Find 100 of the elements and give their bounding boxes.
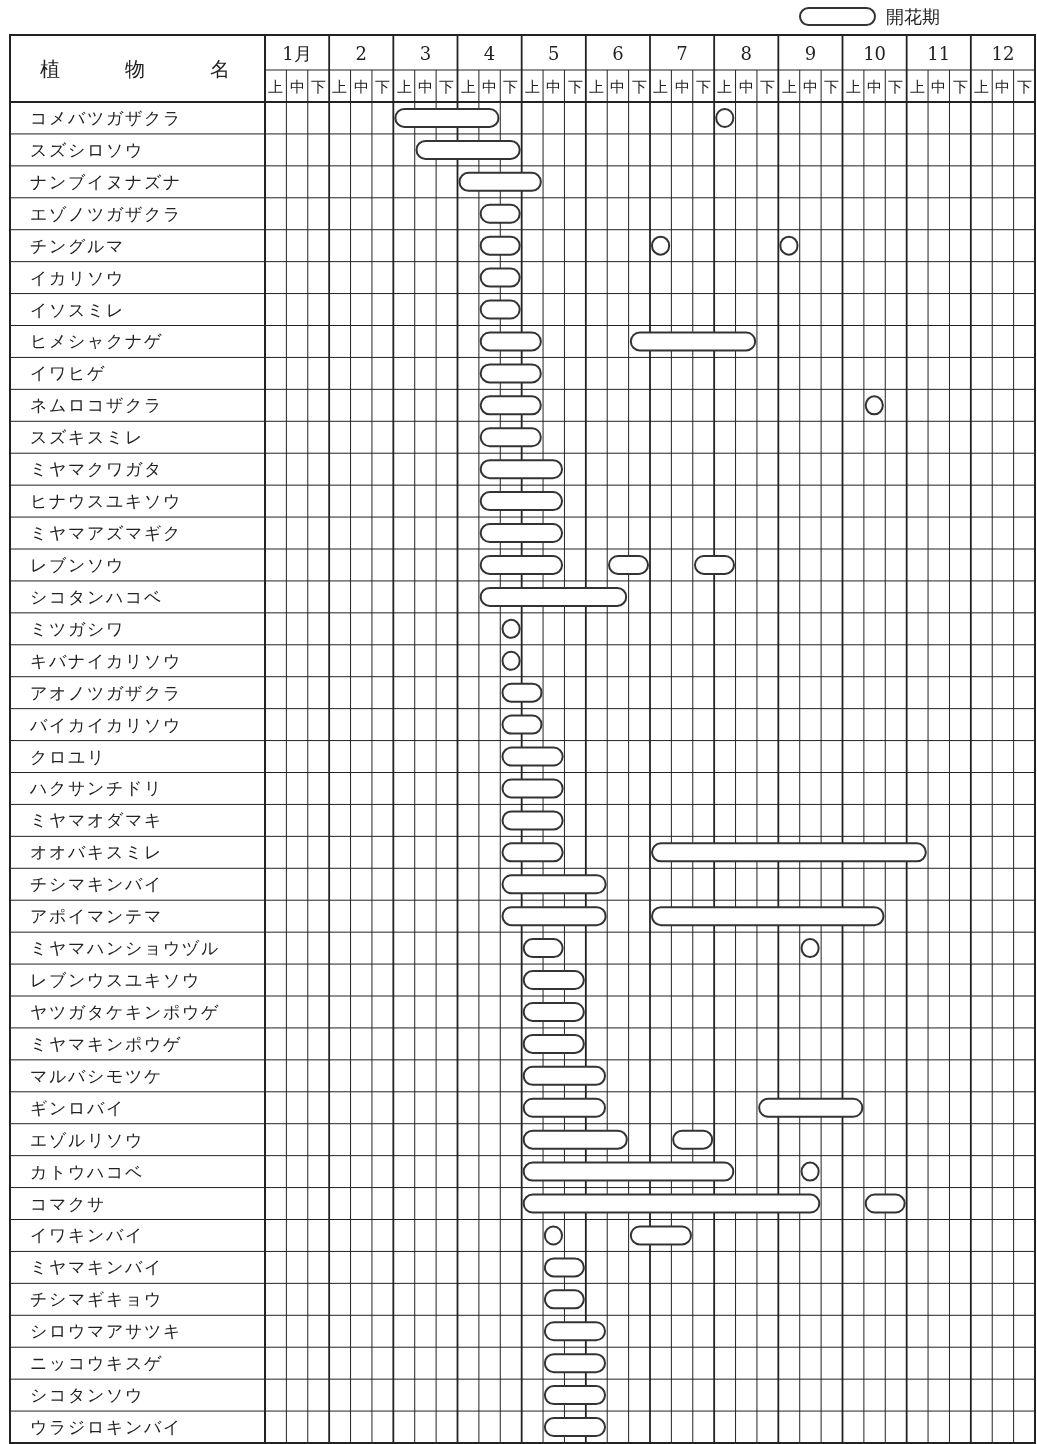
bar (651, 842, 927, 863)
bar (522, 1097, 607, 1118)
y-tick-label: ヒメシャクナゲ (30, 331, 163, 352)
y-tick-label: ウラジロキンバイ (30, 1417, 182, 1438)
y-tick-label: チシマキンバイ (30, 874, 163, 895)
y-tick-label: カトウハコベ (30, 1161, 144, 1182)
y-tick-label: ミヤマキンバイ (30, 1257, 163, 1278)
x-tick-label: 11 (927, 42, 951, 64)
y-tick-label: ハクサンチドリ (29, 778, 163, 799)
y-tick-label: シロウマアサツキ (30, 1321, 182, 1342)
y-tick-label: クロユリ (30, 746, 106, 767)
y-tick-label: ミヤマオダマキ (30, 810, 163, 831)
annotation: 下 (439, 78, 455, 96)
bar (501, 906, 607, 927)
annotation: 中 (546, 78, 562, 96)
bar (479, 331, 542, 352)
annotation: 中 (289, 78, 305, 96)
annotation: 上 (653, 78, 669, 96)
x-tick-label: 3 (419, 42, 432, 64)
bar (758, 1097, 864, 1118)
y-tick-label: ミヤマハンショウヅル (30, 938, 220, 959)
y-tick-label: チシマギキョウ (30, 1289, 163, 1310)
y-tick-label: ギンロバイ (30, 1097, 125, 1118)
annotation: 中 (353, 78, 369, 96)
annotation: 下 (695, 78, 711, 96)
bar (479, 427, 542, 448)
bar (543, 1417, 607, 1438)
annotation: 中 (867, 78, 883, 96)
bar (479, 459, 564, 480)
annotation: 上 (268, 78, 284, 96)
annotation: 上 (781, 78, 797, 96)
y-tick-label: イワキンバイ (30, 1225, 144, 1246)
y-tick-label: レブンソウ (30, 554, 125, 575)
bar (651, 906, 885, 927)
annotation: 上 (589, 78, 605, 96)
bar (501, 746, 564, 767)
bar (629, 1225, 692, 1246)
bar (415, 139, 521, 160)
bar (522, 970, 585, 991)
y-tick-label: レブンウスユキソウ (30, 970, 201, 991)
legend-label: 開花期 (886, 6, 940, 27)
bar (501, 842, 564, 863)
y-tick-label: スズキスミレ (30, 427, 144, 448)
y-tick-label: マルバシモツケ (30, 1065, 163, 1086)
annotation: 上 (332, 78, 348, 96)
bar (479, 554, 564, 575)
annotation: 中 (802, 78, 818, 96)
annotation: 上 (845, 78, 861, 96)
y-tick-label: ミヤマクワガタ (30, 459, 163, 480)
annotation: 下 (631, 78, 647, 96)
annotation: 中 (417, 78, 433, 96)
annotation: 下 (567, 78, 583, 96)
bar (522, 1193, 821, 1214)
x-tick-label: 1月 (282, 42, 312, 64)
annotation: 下 (503, 78, 519, 96)
bar (543, 1353, 607, 1374)
y-tick-label: アポイマンテマ (30, 906, 163, 927)
annotation: 下 (760, 78, 776, 96)
annotation: 上 (460, 78, 476, 96)
x-tick-label: 12 (991, 42, 1015, 64)
y-tick-label: ニッコウキスゲ (30, 1353, 163, 1374)
bar (543, 1385, 607, 1406)
bar (501, 810, 564, 831)
bar (479, 586, 628, 607)
y-tick-label: チングルマ (30, 235, 125, 256)
y-tick-label: バイカイカリソウ (29, 714, 182, 735)
y-tick-label: ミヤマキンポウゲ (30, 1033, 182, 1054)
annotation: 中 (674, 78, 690, 96)
bar (479, 363, 542, 384)
y-tick-label: イソスミレ (30, 299, 125, 320)
y-tick-label: シコタンソウ (30, 1385, 144, 1406)
annotation: 中 (931, 78, 947, 96)
bar (522, 1033, 585, 1054)
y-axis-title: 植物名 (40, 56, 230, 81)
x-tick-label: 10 (863, 42, 887, 64)
x-tick-label: 9 (804, 42, 817, 64)
y-tick-label: エゾルリソウ (30, 1129, 144, 1150)
annotation: 中 (482, 78, 498, 96)
x-tick-label: 5 (548, 42, 560, 64)
annotation: 上 (974, 78, 990, 96)
bar (479, 395, 542, 416)
y-tick-label: エゾノツガザクラ (30, 203, 182, 224)
annotation: 上 (717, 78, 733, 96)
bar (458, 171, 542, 192)
annotation: 下 (375, 78, 391, 96)
bar (479, 523, 564, 544)
bar (522, 1065, 607, 1086)
annotation: 上 (524, 78, 540, 96)
bar (479, 491, 564, 512)
y-tick-label: スズシロソウ (30, 139, 144, 160)
annotation: 上 (909, 78, 925, 96)
annotation: 下 (824, 78, 840, 96)
y-tick-label: コマクサ (30, 1193, 106, 1214)
x-tick-label: 4 (483, 42, 496, 64)
y-tick-label: アオノツガザクラ (30, 682, 182, 703)
annotation: 下 (310, 78, 326, 96)
y-tick-label: ミツガシワ (30, 618, 125, 639)
y-tick-label: ヒナウスユキソウ (30, 491, 182, 512)
x-tick-label: 7 (676, 42, 688, 64)
bar (501, 874, 607, 895)
